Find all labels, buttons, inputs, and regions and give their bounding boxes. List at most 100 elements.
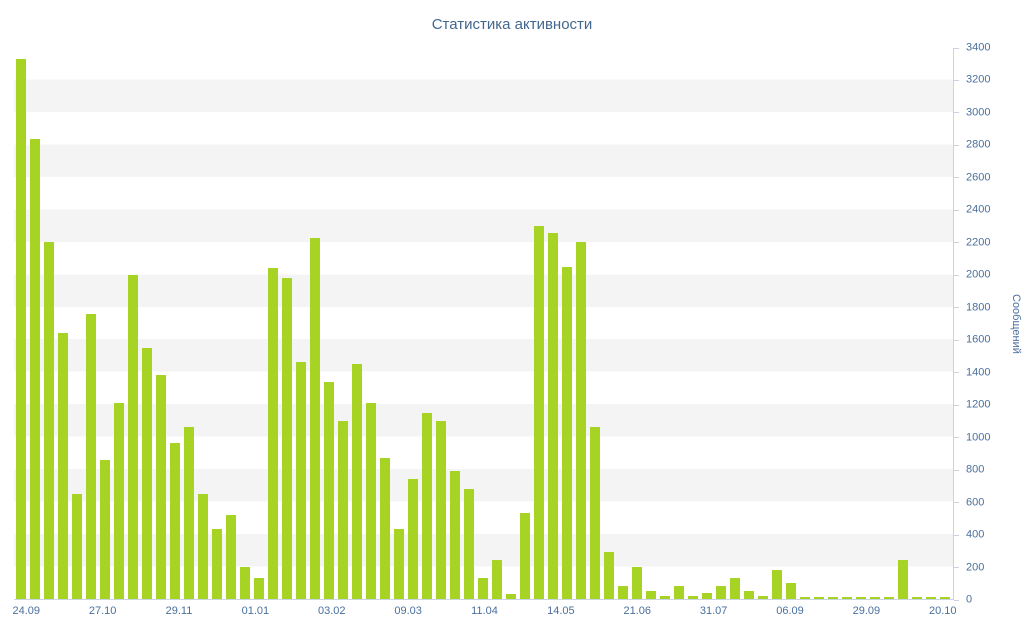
bar[interactable] <box>618 586 628 599</box>
bar[interactable] <box>282 278 292 599</box>
bar[interactable] <box>772 569 782 599</box>
bar[interactable] <box>142 347 152 599</box>
bar[interactable] <box>268 268 278 599</box>
bar[interactable] <box>646 590 656 599</box>
bar[interactable] <box>254 577 264 599</box>
y-axis-label: 1000 <box>966 431 991 444</box>
y-axis-tick <box>954 372 959 374</box>
y-axis-tick <box>954 274 959 276</box>
bar[interactable] <box>898 560 908 599</box>
bar[interactable] <box>30 138 40 599</box>
x-axis-label: 31.07 <box>699 605 728 617</box>
bar[interactable] <box>310 237 320 599</box>
bar[interactable] <box>86 313 96 599</box>
bar[interactable] <box>702 592 712 599</box>
y-axis-tick <box>954 144 959 146</box>
bar[interactable] <box>58 333 68 599</box>
bar[interactable] <box>72 493 82 599</box>
bar[interactable] <box>744 590 754 599</box>
bar[interactable] <box>688 595 698 599</box>
bar[interactable] <box>198 493 208 599</box>
x-axis-label: 27.10 <box>88 605 117 617</box>
bar[interactable] <box>16 59 26 599</box>
y-axis-label: 3400 <box>966 41 991 54</box>
bar[interactable] <box>912 596 922 599</box>
x-axis-label: 09.03 <box>394 605 422 617</box>
bar[interactable] <box>492 560 502 599</box>
y-axis-label: 600 <box>966 496 985 509</box>
bar[interactable] <box>870 596 880 599</box>
bar[interactable] <box>408 479 418 599</box>
bars-container <box>14 48 953 599</box>
bar[interactable] <box>926 596 936 599</box>
bar[interactable] <box>352 364 362 599</box>
x-axis-label: 29.09 <box>852 605 881 617</box>
bar[interactable] <box>590 427 600 599</box>
bar[interactable] <box>128 274 138 599</box>
bar[interactable] <box>632 566 642 599</box>
bar[interactable] <box>856 596 866 599</box>
bar[interactable] <box>156 375 166 599</box>
bar[interactable] <box>380 458 390 599</box>
y-axis-tick <box>954 177 959 179</box>
bar[interactable] <box>114 402 124 599</box>
bar[interactable] <box>324 381 334 599</box>
y-axis-tick <box>954 469 959 471</box>
bar[interactable] <box>674 586 684 599</box>
bar[interactable] <box>44 242 54 599</box>
y-axis-label: 1200 <box>966 398 991 411</box>
bar[interactable] <box>226 514 236 599</box>
bar[interactable] <box>828 596 838 599</box>
bar[interactable] <box>660 595 670 599</box>
bar[interactable] <box>422 412 432 599</box>
y-axis-tick <box>954 437 959 439</box>
bar[interactable] <box>730 577 740 599</box>
bar[interactable] <box>478 577 488 599</box>
plot-area <box>14 48 954 600</box>
bar[interactable] <box>212 529 222 599</box>
x-axis-label: 11.04 <box>471 605 498 617</box>
bar[interactable] <box>814 596 824 599</box>
y-axis-label: 3000 <box>966 106 991 119</box>
bar[interactable] <box>338 420 348 599</box>
bar[interactable] <box>296 362 306 599</box>
bar[interactable] <box>548 232 558 599</box>
bar[interactable] <box>240 566 250 599</box>
bar[interactable] <box>366 402 376 599</box>
y-axis-title: Сообщений <box>1010 294 1022 354</box>
y-axis-label: 800 <box>966 463 985 476</box>
bar[interactable] <box>842 596 852 599</box>
bar[interactable] <box>562 266 572 599</box>
bar[interactable] <box>576 242 586 599</box>
y-axis-label: 2400 <box>966 203 991 216</box>
bar[interactable] <box>506 594 516 599</box>
y-axis-tick <box>954 567 959 569</box>
y-axis-label: 400 <box>966 528 985 541</box>
bar[interactable] <box>716 586 726 599</box>
bar[interactable] <box>604 552 614 599</box>
bar[interactable] <box>534 226 544 599</box>
bar[interactable] <box>520 513 530 599</box>
y-axis-tick <box>954 209 959 211</box>
x-axis-label: 06.09 <box>776 605 804 617</box>
x-axis-labels: 24.09 27.10 29.11 01.01 03.02 09.03 11.04 14.05… <box>12 605 956 621</box>
bar[interactable] <box>394 529 404 599</box>
bar[interactable] <box>100 459 110 599</box>
bar[interactable] <box>436 420 446 599</box>
bar[interactable] <box>758 595 768 599</box>
bar[interactable] <box>786 582 796 599</box>
bar[interactable] <box>184 427 194 599</box>
y-axis-tick <box>954 502 959 504</box>
x-axis-label: 21.06 <box>623 605 651 617</box>
bar[interactable] <box>464 488 474 599</box>
y-axis-label: 3200 <box>966 73 991 86</box>
y-axis-tick <box>954 307 959 309</box>
y-axis-label: 2200 <box>966 236 991 249</box>
bar[interactable] <box>884 596 894 599</box>
bar[interactable] <box>800 596 810 599</box>
bar[interactable] <box>450 470 460 599</box>
chart-title: Статистика активности <box>431 16 593 33</box>
y-axis: 0 200 400 600 800 1000 1200 1400 1600 1800 2000 220… <box>954 42 1024 605</box>
bar[interactable] <box>940 596 950 599</box>
bar[interactable] <box>170 443 180 599</box>
